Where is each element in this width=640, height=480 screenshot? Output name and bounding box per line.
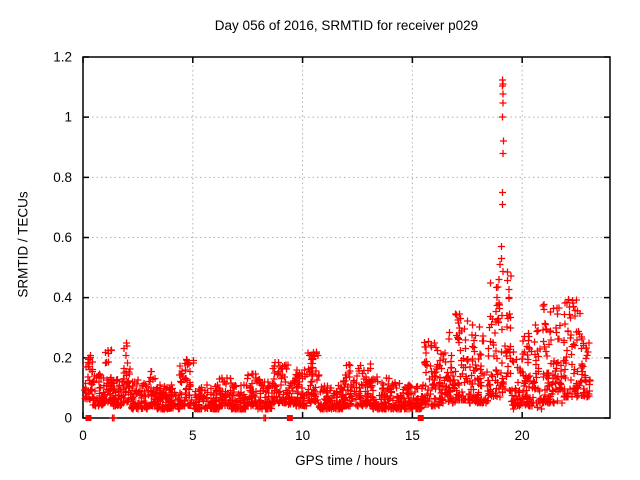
y-tick-label: 1	[64, 110, 72, 125]
zero-gap-square-marker	[417, 415, 424, 421]
y-tick-label: 0.6	[53, 230, 72, 245]
x-axis-label: GPS time / hours	[295, 453, 398, 468]
y-tick-label: 0.8	[53, 170, 72, 185]
grid-lines	[83, 57, 610, 418]
chart-title: Day 056 of 2016, SRMTID for receiver p02…	[214, 18, 479, 33]
plot-border	[82, 56, 611, 419]
y-axis-label: SRMTID / TECUs	[15, 191, 31, 298]
x-tick-label: 5	[189, 428, 197, 443]
zero-gap-square-marker	[286, 415, 293, 421]
plot-box	[82, 56, 611, 419]
x-tick-label: 0	[79, 428, 87, 443]
data-points	[81, 76, 594, 422]
zero-gap-square-marker	[85, 415, 92, 421]
y-tick-label: 0.4	[53, 290, 72, 305]
srmtid-scatter-points	[81, 76, 594, 422]
x-tick-label: 20	[515, 428, 530, 443]
gridline-path	[83, 57, 610, 418]
y-tick-label: 0	[64, 411, 72, 426]
x-tick-label: 15	[405, 428, 420, 443]
y-tick-label: 0.2	[53, 350, 72, 365]
tick-labels: 0 5 10 15 20 0 0.2 0.4 0.6 0.8 1 1.2	[53, 50, 529, 444]
x-tick-label: 10	[295, 428, 310, 443]
y-tick-label: 1.2	[53, 50, 72, 65]
